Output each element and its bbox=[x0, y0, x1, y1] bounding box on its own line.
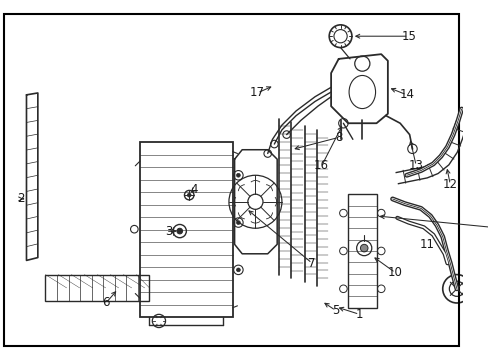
Text: 13: 13 bbox=[408, 159, 423, 172]
Circle shape bbox=[236, 268, 240, 272]
Circle shape bbox=[360, 244, 367, 252]
Circle shape bbox=[187, 193, 191, 197]
Bar bbox=[347, 194, 376, 308]
Text: 1: 1 bbox=[355, 308, 363, 321]
Text: 14: 14 bbox=[399, 88, 413, 102]
Text: 2: 2 bbox=[17, 193, 24, 206]
Circle shape bbox=[236, 221, 240, 225]
Text: 10: 10 bbox=[387, 266, 402, 279]
Bar bbox=[45, 275, 149, 301]
Circle shape bbox=[236, 174, 240, 177]
Text: 4: 4 bbox=[190, 183, 197, 196]
Text: 5: 5 bbox=[331, 304, 339, 317]
Text: 3: 3 bbox=[164, 225, 172, 238]
Text: 6: 6 bbox=[102, 297, 109, 310]
Text: 16: 16 bbox=[313, 159, 328, 172]
Text: 7: 7 bbox=[308, 257, 315, 270]
Text: 15: 15 bbox=[401, 30, 415, 43]
Text: 17: 17 bbox=[249, 86, 264, 99]
Text: 9: 9 bbox=[487, 221, 488, 234]
Text: 12: 12 bbox=[442, 178, 457, 191]
Text: 11: 11 bbox=[419, 238, 434, 251]
Text: 8: 8 bbox=[334, 131, 342, 144]
Bar bbox=[140, 142, 232, 317]
Circle shape bbox=[177, 228, 182, 234]
